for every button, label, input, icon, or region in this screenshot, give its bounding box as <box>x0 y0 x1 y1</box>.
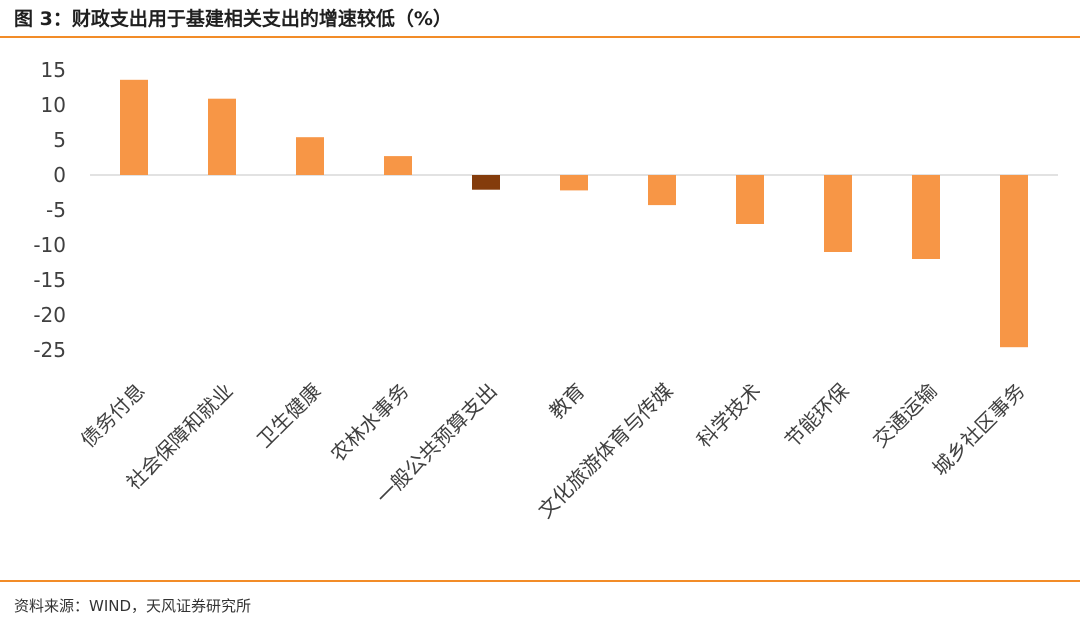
bar-4 <box>472 175 500 190</box>
bar-2 <box>296 137 324 175</box>
y-tick-label: -20 <box>33 303 66 327</box>
x-category-label: 农林水事务 <box>326 379 414 467</box>
x-category-label: 科学技术 <box>692 379 766 453</box>
y-tick-label: -15 <box>33 268 66 292</box>
bar-series <box>120 79 1028 348</box>
bar-3 <box>384 156 412 175</box>
source-note: 资料来源：WIND，天风证券研究所 <box>14 597 252 615</box>
x-axis-labels: 债务付息社会保障和就业 卫生健康 农林水事务一般公共预算支出 教育文化旅游体育与传媒科… <box>76 379 1030 523</box>
footer-divider <box>0 580 1080 582</box>
y-tick-label: 5 <box>53 128 66 152</box>
bar-9 <box>912 175 940 259</box>
x-category-label: 节能环保 <box>780 379 854 453</box>
y-tick-label: 15 <box>41 58 66 82</box>
x-category-label: 债务付息 <box>76 379 150 453</box>
x-category-label: 卫生健康 <box>252 379 326 453</box>
y-tick-label: -25 <box>33 338 66 362</box>
title-divider <box>0 36 1080 38</box>
y-tick-label: -5 <box>46 198 66 222</box>
y-tick-label: 10 <box>41 93 66 117</box>
bar-8 <box>824 175 852 252</box>
bar-1 <box>208 98 236 175</box>
x-category-label: 交通运输 <box>868 379 942 453</box>
bar-7 <box>736 175 764 224</box>
bar-0 <box>120 79 148 175</box>
bar-10 <box>1000 175 1028 348</box>
y-tick-label: 0 <box>53 163 66 187</box>
figure-title: 图 3：财政支出用于基建相关支出的增速较低（%） <box>14 8 452 30</box>
x-category-label: 教育 <box>544 379 589 424</box>
y-axis: 15 10 5 0 -5 -10 -15 -20 -25 <box>33 58 66 362</box>
x-category-label: 城乡社区事务 <box>928 379 1030 481</box>
bar-5 <box>560 175 588 191</box>
y-tick-label: -10 <box>33 233 66 257</box>
bar-6 <box>648 175 676 206</box>
